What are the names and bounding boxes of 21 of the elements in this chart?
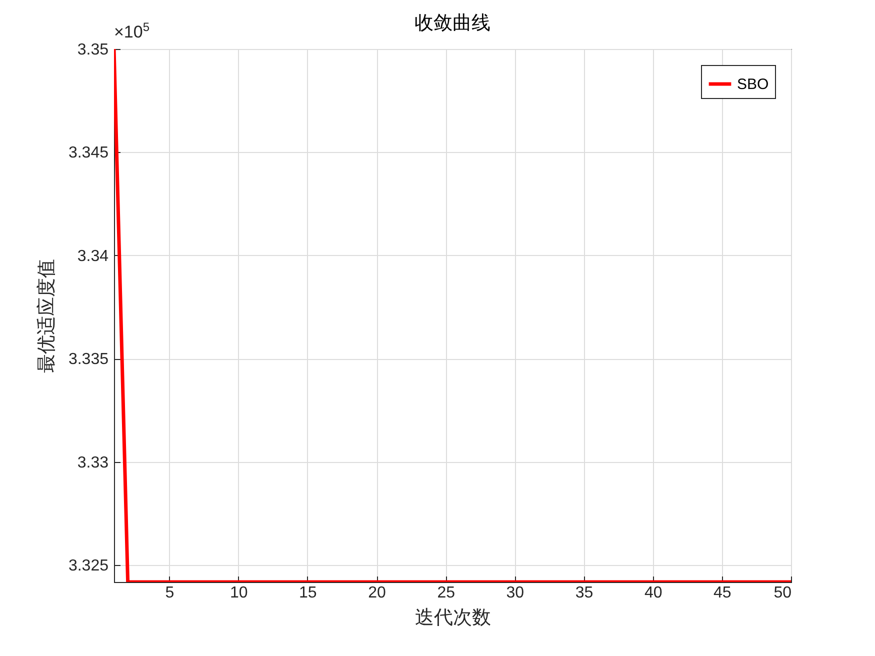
chart-title: 收敛曲线: [414, 13, 490, 34]
y-tick-label: 3.345: [68, 144, 109, 162]
y-tick-label: 3.35: [77, 42, 109, 58]
y-axis-title: 最优适应度值: [35, 259, 58, 373]
x-tick-label: 40: [644, 584, 662, 602]
y-tick-label: 3.33: [77, 454, 109, 472]
y-tick-label: 3.325: [68, 558, 109, 575]
x-tick-label: 45: [714, 584, 732, 602]
x-tick-label: 35: [575, 584, 594, 602]
y-tick-label: 3.34: [77, 248, 109, 265]
x-axis-title: 迭代次数: [415, 608, 491, 628]
y-tick-label: 3.335: [68, 351, 109, 368]
x-tick-label: 15: [299, 584, 317, 602]
x-tick-label: 10: [230, 584, 248, 602]
x-tick-label: 5: [165, 584, 174, 602]
x-tick-label: 20: [368, 584, 386, 602]
x-tick-label: 50: [774, 584, 792, 602]
x-tick-label: 30: [506, 584, 524, 602]
text: ×10$^{5}$: [114, 20, 150, 43]
legend-label: SBO: [737, 76, 769, 93]
x-tick-label: 25: [437, 584, 456, 602]
